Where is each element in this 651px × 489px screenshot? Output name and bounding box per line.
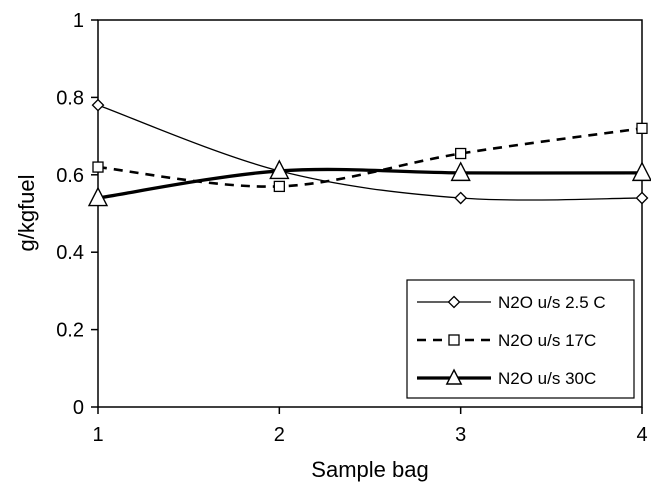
series-line-0 xyxy=(97,104,643,201)
x-tick-label-1: 2 xyxy=(274,424,285,446)
legend-label-0: N2O u/s 2.5 C xyxy=(498,293,606,312)
series-0-point-2 xyxy=(454,191,468,205)
series-2-point-3 xyxy=(631,161,651,182)
series-0-point-3 xyxy=(635,191,649,205)
x-axis-title: Sample bag xyxy=(311,457,428,482)
legend: N2O u/s 2.5 C N2O u/s 17C N2O u/s 30C xyxy=(406,279,635,399)
x-tick-label-3: 4 xyxy=(636,424,647,446)
y-tick-label-4: 0.8 xyxy=(56,87,84,109)
series-line-1 xyxy=(97,127,643,188)
series-2-point-1 xyxy=(269,159,290,180)
series-1-point-0 xyxy=(92,161,104,173)
series-1-point-3 xyxy=(636,122,648,135)
y-axis-title: g/kgfuel xyxy=(14,174,39,251)
legend-marker-0 xyxy=(447,295,461,309)
series-1-point-1 xyxy=(273,180,285,193)
y-tick-label-0: 0 xyxy=(73,397,84,419)
series-2-point-0 xyxy=(87,186,109,207)
y-tick-label-3: 0.6 xyxy=(56,165,84,187)
y-tick-label-5: 1 xyxy=(73,10,84,32)
legend-label-2: N2O u/s 30C xyxy=(498,369,596,388)
y-tick-label-1: 0.2 xyxy=(56,320,84,342)
legend-marker-1 xyxy=(448,334,460,346)
series-0-point-0 xyxy=(91,98,105,112)
series-1-point-2 xyxy=(455,147,467,160)
series-line-2 xyxy=(97,167,643,200)
legend-marker-2 xyxy=(445,368,463,385)
y-tick-label-2: 0.4 xyxy=(56,242,84,264)
series-2-point-2 xyxy=(450,161,471,182)
x-tick-label-0: 1 xyxy=(92,424,103,446)
x-tick-label-2: 3 xyxy=(455,424,466,446)
legend-label-1: N2O u/s 17C xyxy=(498,331,596,350)
